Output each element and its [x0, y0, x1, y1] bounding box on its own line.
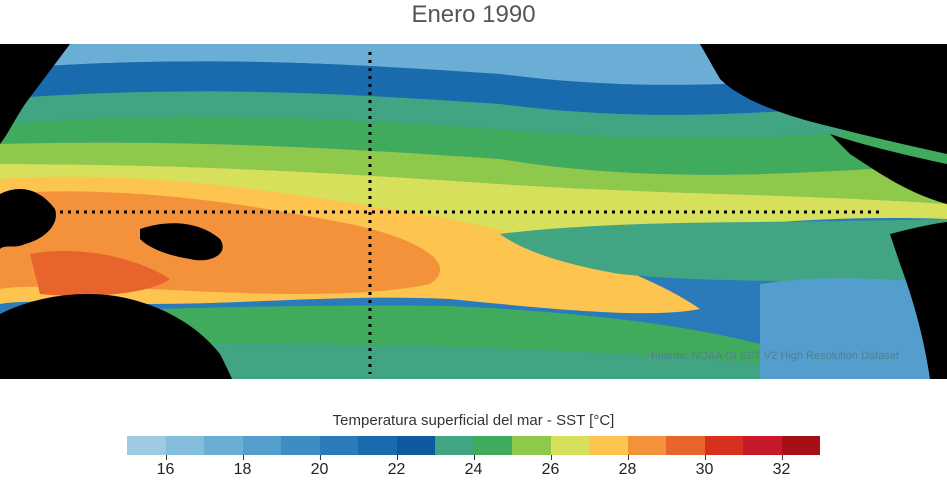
colorbar-tick: [781, 455, 783, 460]
colorbar-tick-label: 30: [695, 461, 714, 478]
colorbar-swatch: [435, 436, 474, 455]
colorbar-tick-label: 22: [387, 461, 406, 478]
colorbar-swatch: [358, 436, 397, 455]
colorbar-tick-label: 20: [310, 461, 329, 478]
colorbar-tick: [704, 455, 706, 460]
colorbar-tick: [550, 455, 552, 460]
legend-title: Temperatura superficial del mar - SST [°…: [332, 412, 615, 429]
sst-band-26-north: [0, 116, 947, 175]
colorbar-tick-label: 16: [156, 461, 175, 478]
colorbar-tick-label: 18: [233, 461, 252, 478]
colorbar-swatch: [242, 436, 281, 455]
colorbar-swatch: [319, 436, 358, 455]
sst-cold-tongue: [500, 219, 947, 284]
colorbar-tick: [319, 455, 321, 460]
central-america-landmass: [830, 134, 947, 204]
colorbar-tick: [165, 455, 167, 460]
sst-hot-spot: [30, 250, 170, 296]
australia-landmass: [0, 294, 232, 379]
colorbar-swatch: [627, 436, 666, 455]
colorbar-swatch: [512, 436, 551, 455]
north-america-landmass: [700, 44, 947, 154]
colorbar-ticks: 16 18 20 22 24 26 28 30 32: [127, 455, 820, 480]
asia-landmass: [0, 44, 70, 144]
colorbar-tick: [627, 455, 629, 460]
maritime-continent-landmass: [0, 189, 56, 249]
colorbar-swatch: [473, 436, 512, 455]
colorbar-swatch: [589, 436, 628, 455]
colorbar-tick: [242, 455, 244, 460]
sst-map: [0, 44, 947, 379]
sst-band-24-north: [0, 91, 947, 139]
colorbar-tick: [473, 455, 475, 460]
south-america-landmass: [890, 222, 947, 379]
colorbar-tick-label: 26: [541, 461, 560, 478]
colorbar-swatch: [550, 436, 589, 455]
map-title: Enero 1990: [411, 1, 536, 28]
data-source: Fuente: NOAA OI SST V2 High Resolution D…: [650, 350, 899, 362]
sst-band-22-north: [0, 61, 947, 115]
colorbar-tick-label: 28: [618, 461, 637, 478]
colorbar-swatch: [396, 436, 435, 455]
colorbar-swatch: [127, 436, 166, 455]
colorbar-swatch: [666, 436, 705, 455]
colorbar-swatch: [165, 436, 204, 455]
colorbar-swatch: [743, 436, 782, 455]
sst-band-27: [0, 142, 947, 204]
colorbar-tick: [396, 455, 398, 460]
colorbar: [127, 436, 820, 455]
sst-band-20-southeast: [760, 278, 947, 379]
sst-band-26-south: [0, 305, 760, 364]
colorbar-tick-label: 24: [464, 461, 483, 478]
colorbar-swatch: [704, 436, 743, 455]
colorbar-tick-label: 32: [772, 461, 791, 478]
new-guinea-landmass: [140, 223, 223, 261]
colorbar-swatch: [281, 436, 320, 455]
colorbar-swatch: [204, 436, 243, 455]
colorbar-swatch: [781, 436, 820, 455]
